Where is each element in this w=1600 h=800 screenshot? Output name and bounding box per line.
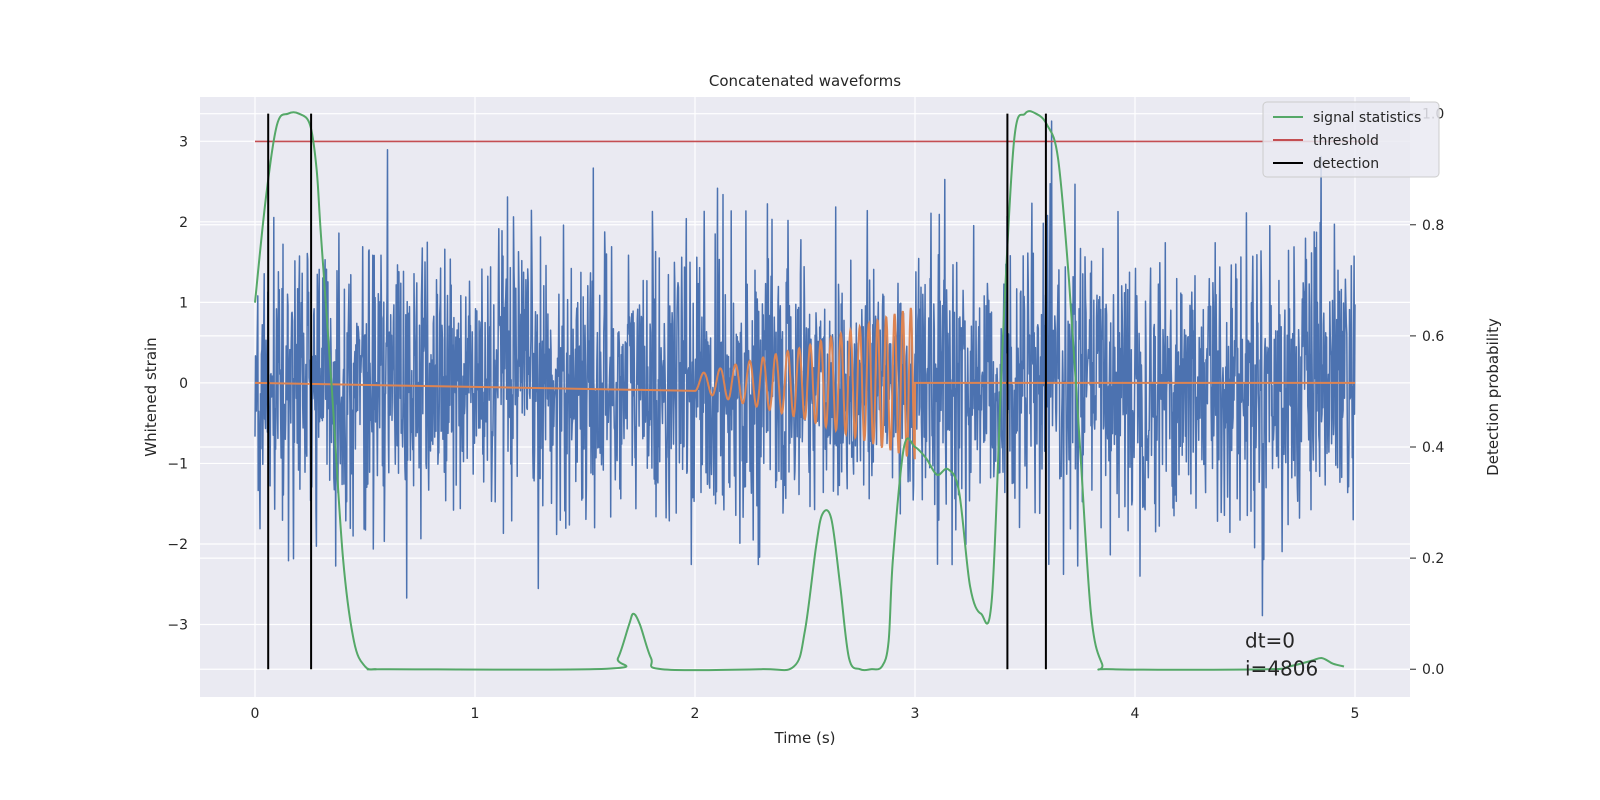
y-axis-label: Whitened strain [142, 337, 160, 456]
y-tick-label: 0 [179, 376, 188, 392]
series-layer [254, 110, 1377, 672]
annotation: dt=0 i=4806 [1245, 629, 1318, 681]
annotation-line-i: i=4806 [1245, 657, 1318, 681]
y-right-tick-label: 0.0 [1422, 662, 1444, 678]
legend-frame [1262, 101, 1440, 178]
noise-series-line [254, 120, 1356, 617]
legend-label: detection [1313, 156, 1379, 172]
x-tick-label: 5 [1351, 706, 1360, 722]
y-tick-label: −3 [167, 618, 188, 634]
x-tick-label: 0 [251, 706, 260, 722]
y-tick-label: 1 [179, 295, 188, 311]
x-tick-label: 3 [911, 706, 920, 722]
legend: signal statistics threshold detection [1262, 101, 1440, 178]
y-axis-right-label: Detection probability [1484, 318, 1502, 476]
y-tick-label: −2 [167, 537, 188, 553]
y-right-tick-label: 0.6 [1422, 329, 1444, 345]
y-right-tick-label: 0.2 [1422, 551, 1444, 567]
x-tick-label: 2 [691, 706, 700, 722]
legend-label: signal statistics [1313, 110, 1421, 126]
y-right-tick-label: 0.4 [1422, 440, 1444, 456]
legend-label: threshold [1313, 133, 1379, 149]
chart-title: Concatenated waveforms [709, 72, 901, 90]
injected-signal-line [254, 307, 1355, 460]
signal-statistics-line [254, 110, 1345, 672]
x-axis-label: Time (s) [774, 729, 836, 747]
x-tick-label: 1 [471, 706, 480, 722]
y-tick-label: 2 [179, 215, 188, 231]
y-right-tick-label: 0.8 [1422, 218, 1444, 234]
y-tick-label: −1 [167, 456, 188, 472]
annotation-line-dt: dt=0 [1245, 629, 1295, 653]
y-tick-label: 3 [179, 134, 188, 150]
x-tick-label: 4 [1131, 706, 1140, 722]
